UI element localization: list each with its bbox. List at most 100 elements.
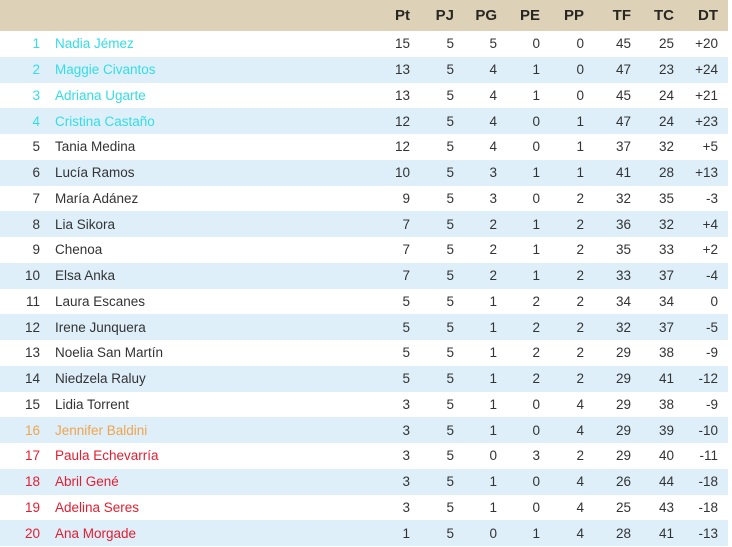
rank-cell: 1 — [32, 36, 40, 52]
rank-cell: 15 — [24, 396, 40, 412]
column-header-tc: TC — [631, 0, 674, 31]
rank-cell: 19 — [24, 499, 40, 515]
stat-cell-pj: 5 — [446, 293, 454, 309]
stat-cell-pe: 0 — [532, 190, 540, 206]
stat-cell-pp: 2 — [576, 190, 584, 206]
column-header-pe: PE — [497, 0, 540, 31]
stat-cell-tc: 38 — [658, 345, 674, 361]
stat-cell-pj: 5 — [446, 319, 454, 335]
stat-cell-pp: 1 — [576, 165, 584, 181]
stat-cell-pt: 5 — [402, 371, 410, 387]
stat-cell-dt: +5 — [702, 139, 718, 155]
player-name: Lidia Torrent — [55, 396, 130, 412]
table-row: 6 Lucía Ramos 10 5 3 1 1 41 28 +13 — [0, 159, 728, 186]
table-row: 4 Cristina Castaño 12 5 4 0 1 47 24 +23 — [0, 108, 728, 134]
stat-cell-tc: 37 — [658, 268, 674, 284]
stat-cell-tc: 23 — [658, 62, 674, 78]
stat-cell-pg: 3 — [489, 165, 497, 181]
stat-cell-pp: 4 — [576, 474, 584, 490]
rank-cell: 7 — [32, 190, 40, 206]
stat-cell-pt: 5 — [402, 293, 410, 309]
stat-cell-pt: 3 — [402, 422, 410, 438]
rank-cell: 3 — [32, 87, 40, 103]
stat-cell-pp: 4 — [576, 499, 584, 515]
stat-cell-pj: 5 — [446, 448, 454, 464]
stat-cell-pe: 1 — [532, 242, 540, 258]
stat-cell-dt: +23 — [695, 113, 718, 129]
column-header-rank — [0, 0, 40, 31]
rank-cell: 10 — [24, 268, 40, 284]
stat-cell-pj: 5 — [446, 62, 454, 78]
stat-cell-pp: 0 — [576, 36, 584, 52]
stat-cell-dt: -13 — [698, 525, 718, 541]
stat-cell-pt: 12 — [394, 139, 410, 155]
stat-cell-tc: 41 — [658, 525, 674, 541]
stat-cell-tf: 32 — [615, 319, 631, 335]
player-name: Ana Morgade — [55, 525, 137, 541]
stat-cell-pp: 4 — [576, 525, 584, 541]
stat-cell-tf: 41 — [615, 165, 631, 181]
player-name: Noelia San Martín — [55, 345, 164, 361]
stat-cell-tc: 39 — [658, 422, 674, 438]
stat-cell-tf: 29 — [615, 371, 631, 387]
stat-cell-tc: 35 — [658, 190, 674, 206]
table-row: 13 Noelia San Martín 5 5 1 2 2 29 38 -9 — [0, 340, 728, 366]
player-name: Chenoa — [55, 242, 103, 258]
stat-cell-dt: -4 — [705, 268, 718, 284]
player-name: María Adánez — [55, 190, 139, 206]
stat-cell-tf: 36 — [615, 216, 631, 232]
rank-cell: 9 — [32, 242, 40, 258]
stat-cell-pp: 1 — [576, 139, 584, 155]
stat-cell-tc: 24 — [658, 113, 674, 129]
stat-cell-tf: 45 — [615, 36, 631, 52]
stat-cell-tf: 25 — [615, 499, 631, 515]
table-row: 9 Chenoa 7 5 2 1 2 35 33 +2 — [0, 237, 728, 263]
stat-cell-tc: 32 — [658, 216, 674, 232]
table-row: 2 Maggie Civantos 13 5 4 1 0 47 23 +24 — [0, 56, 728, 83]
stat-cell-pg: 1 — [489, 499, 497, 515]
stat-cell-dt: +4 — [702, 216, 718, 232]
stat-cell-pp: 2 — [576, 293, 584, 309]
stat-cell-dt: -12 — [698, 371, 718, 387]
stat-cell-pt: 3 — [402, 474, 410, 490]
table-row: 10 Elsa Anka 7 5 2 1 2 33 37 -4 — [0, 262, 728, 289]
stat-cell-pp: 2 — [576, 448, 584, 464]
stat-cell-dt: +24 — [695, 62, 718, 78]
stat-cell-dt: -11 — [699, 448, 718, 464]
rank-cell: 20 — [24, 525, 40, 541]
stat-cell-tf: 29 — [615, 345, 631, 361]
stat-cell-tf: 29 — [615, 448, 631, 464]
stat-cell-pg: 4 — [489, 87, 497, 103]
stat-cell-dt: -5 — [705, 319, 718, 335]
stat-cell-tc: 43 — [658, 499, 674, 515]
stat-cell-pe: 1 — [532, 87, 540, 103]
player-name: Jennifer Baldini — [55, 422, 148, 438]
stat-cell-pp: 2 — [576, 242, 584, 258]
stat-cell-dt: -3 — [705, 190, 718, 206]
stat-cell-pg: 1 — [489, 422, 497, 438]
stat-cell-tc: 33 — [658, 242, 674, 258]
stat-cell-tf: 47 — [615, 113, 631, 129]
stat-cell-pg: 4 — [489, 139, 497, 155]
stat-cell-tc: 32 — [658, 139, 674, 155]
stat-cell-pe: 1 — [532, 62, 540, 78]
stat-cell-pg: 2 — [489, 216, 497, 232]
stat-cell-pe: 1 — [532, 216, 540, 232]
rank-cell: 16 — [24, 422, 40, 438]
stat-cell-pt: 3 — [402, 396, 410, 412]
stat-cell-tf: 47 — [615, 62, 631, 78]
stat-cell-tc: 24 — [658, 87, 674, 103]
player-name: Adelina Seres — [55, 499, 140, 515]
stat-cell-pt: 5 — [402, 345, 410, 361]
player-name: Lucía Ramos — [55, 165, 135, 181]
stat-cell-dt: -9 — [705, 345, 718, 361]
stat-cell-pg: 4 — [489, 62, 497, 78]
stat-cell-tf: 29 — [615, 422, 631, 438]
stat-cell-tf: 45 — [615, 87, 631, 103]
table-row: 15 Lidia Torrent 3 5 1 0 4 29 38 -9 — [0, 391, 728, 418]
stat-cell-tf: 33 — [615, 268, 631, 284]
table-row: 20 Ana Morgade 1 5 0 1 4 28 41 -13 — [0, 520, 728, 546]
stat-cell-pg: 2 — [489, 268, 497, 284]
player-name: Adriana Ugarte — [55, 87, 146, 103]
stat-cell-pg: 1 — [489, 319, 497, 335]
